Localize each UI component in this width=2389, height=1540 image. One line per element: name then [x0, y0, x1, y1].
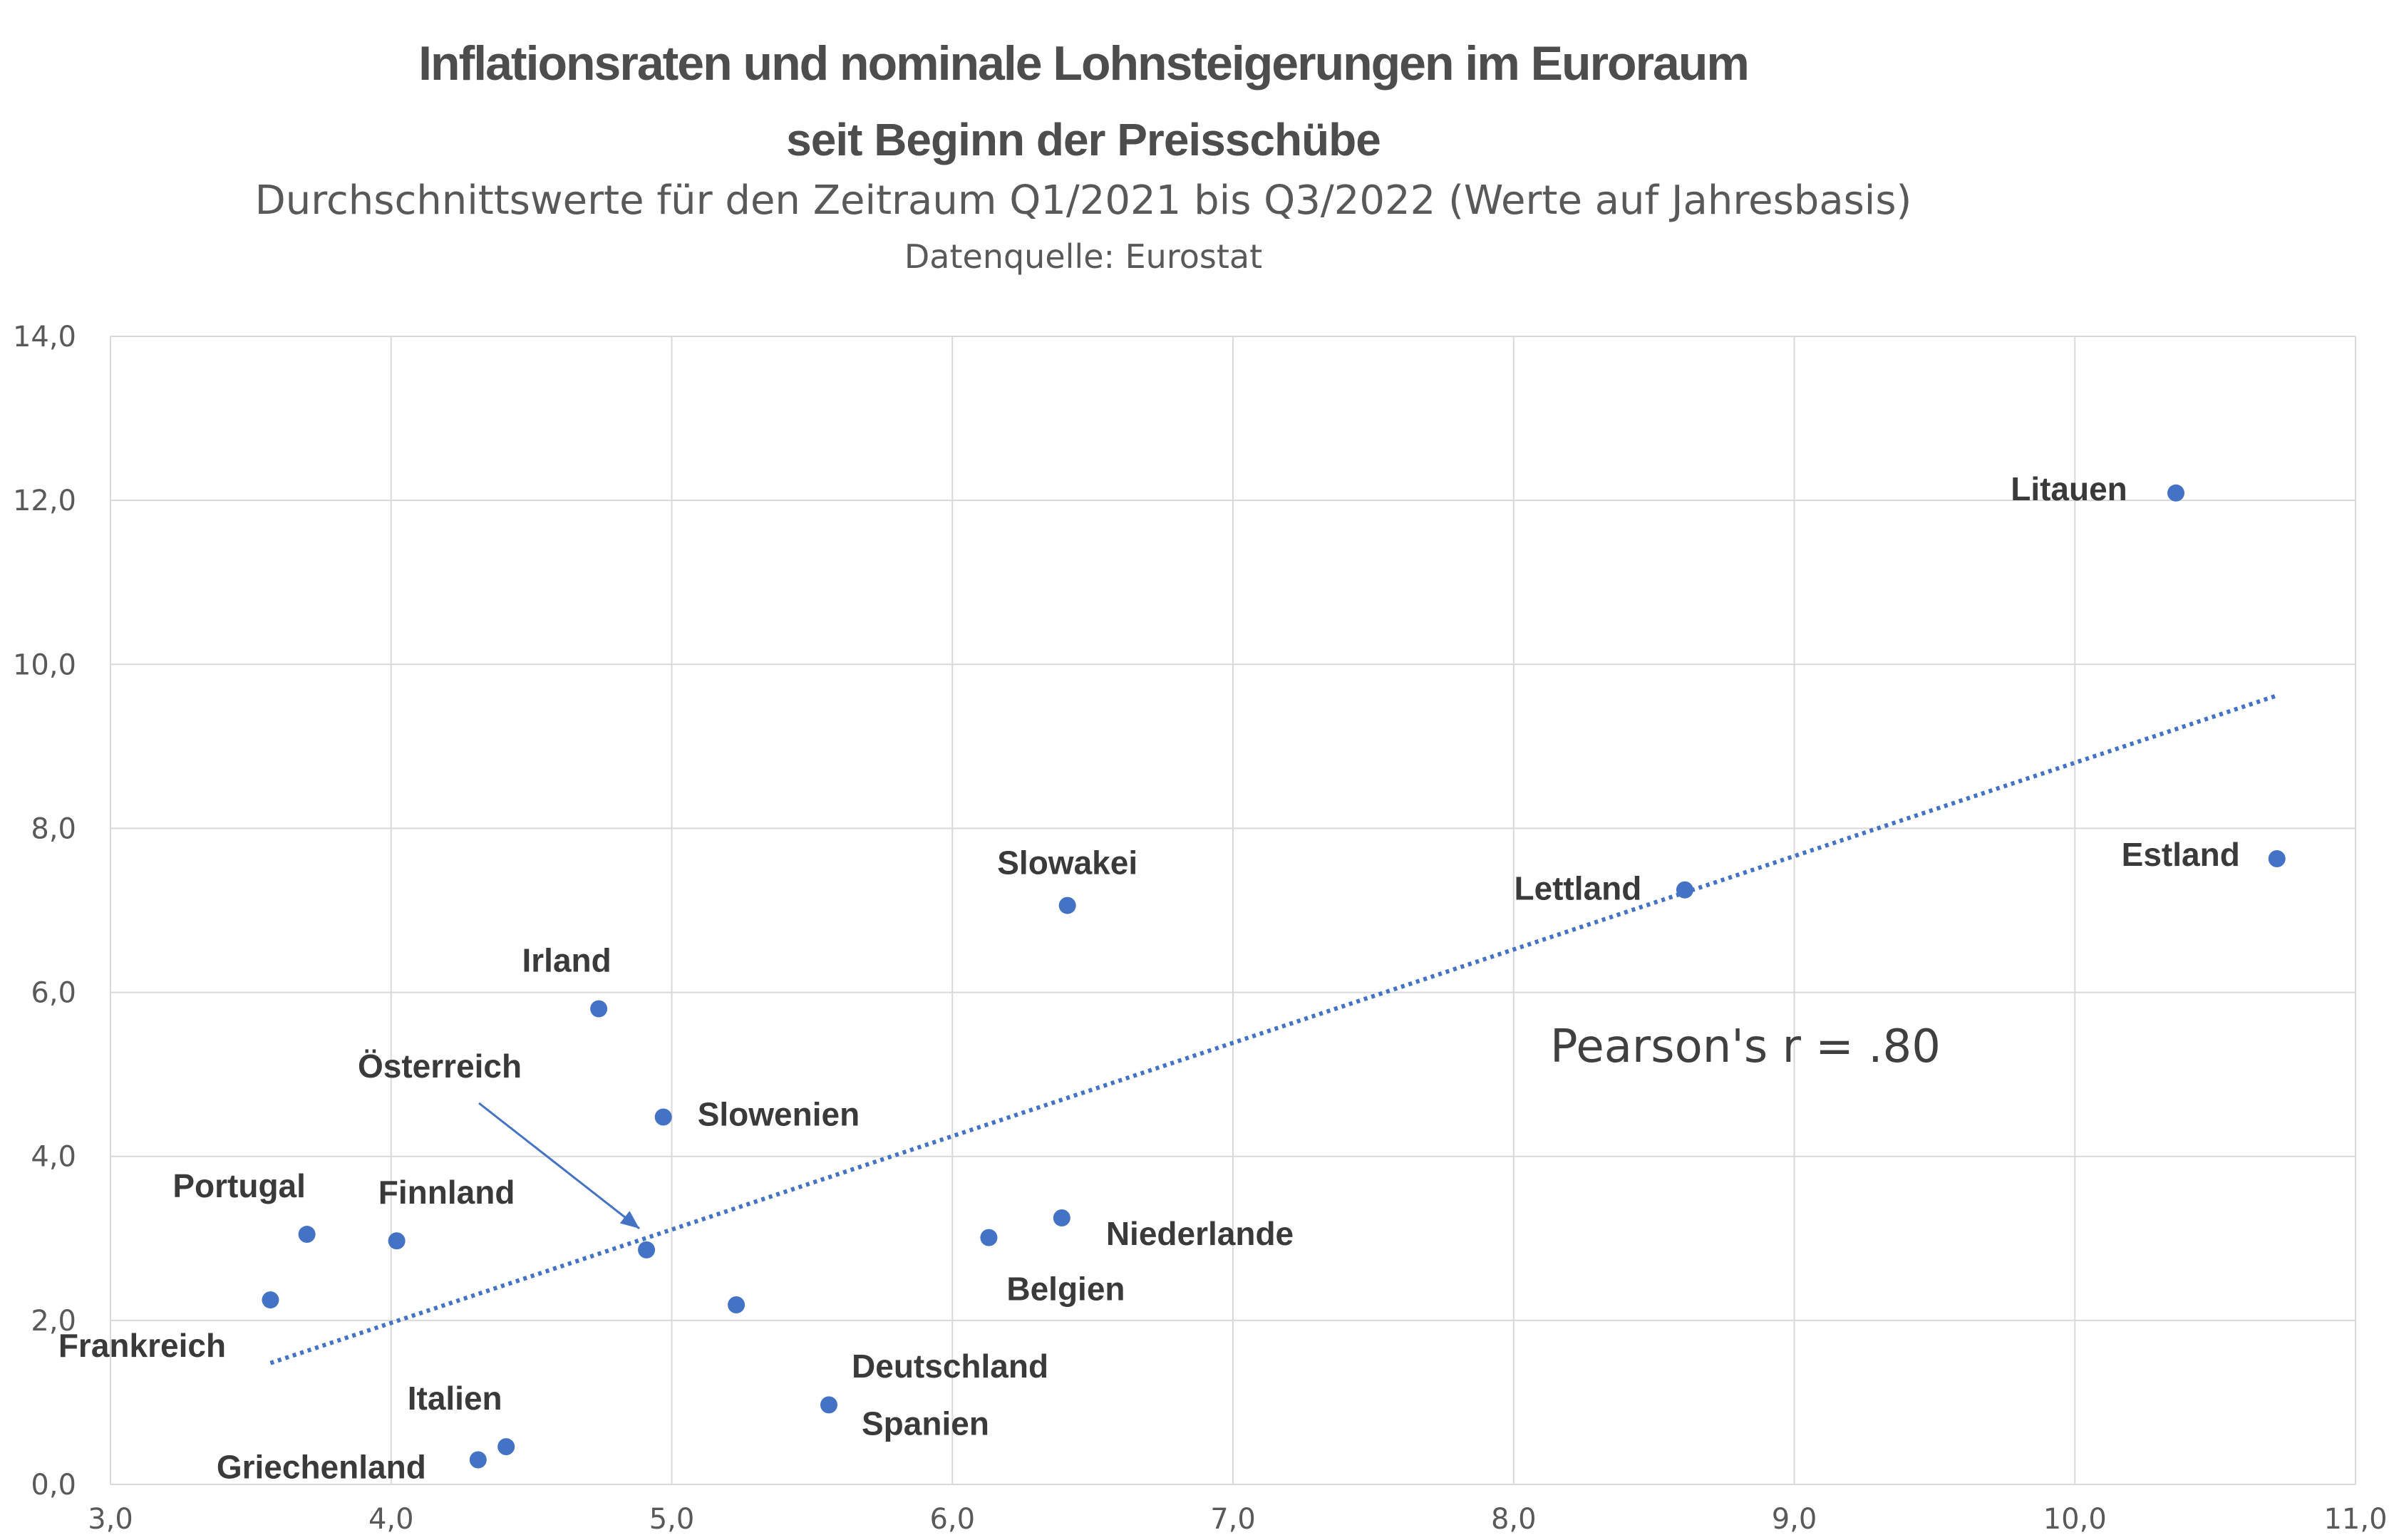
- point-label: Belgien: [1006, 1271, 1125, 1308]
- y-tick-label: 2,0: [31, 1305, 76, 1338]
- pearson-annotation: Pearson's r = .80: [1550, 1020, 1941, 1073]
- data-point: [728, 1296, 745, 1313]
- y-tick-label: 6,0: [31, 977, 76, 1010]
- chart-period-note: Durchschnittswerte für den Zeitraum Q1/2…: [255, 177, 1912, 224]
- data-points: [262, 484, 2286, 1469]
- point-label: Italien: [408, 1380, 502, 1417]
- point-label: Spanien: [862, 1405, 989, 1442]
- x-tick-label: 9,0: [1772, 1503, 1817, 1536]
- point-label: Slowenien: [698, 1095, 860, 1132]
- y-tick-label: 8,0: [31, 812, 76, 845]
- data-point: [638, 1241, 656, 1259]
- data-point: [298, 1226, 316, 1244]
- chart-title: Inflationsraten und nominale Lohnsteiger…: [418, 36, 1748, 91]
- oesterreich-pointer-arrowhead: [619, 1211, 640, 1229]
- x-axis-ticks: 3,0 4,0 5,0 6,0 7,0 8,0 9,0 10,0 11,0: [88, 1503, 2387, 1536]
- gridlines: [110, 336, 2356, 1485]
- trendline: [269, 693, 2278, 1365]
- x-tick-label: 7,0: [1210, 1503, 1256, 1536]
- data-point: [1676, 881, 1693, 899]
- point-label: Estland: [2122, 836, 2240, 873]
- point-label: Deutschland: [852, 1348, 1048, 1385]
- data-point: [388, 1232, 406, 1250]
- point-label: Slowakei: [997, 844, 1137, 882]
- point-label: Niederlande: [1106, 1215, 1294, 1252]
- x-tick-label: 5,0: [649, 1503, 695, 1536]
- data-point: [980, 1229, 998, 1246]
- point-label: Lettland: [1514, 870, 1641, 907]
- data-point: [2167, 484, 2184, 502]
- x-tick-label: 10,0: [2043, 1503, 2107, 1536]
- data-point: [497, 1438, 515, 1456]
- data-point: [820, 1396, 837, 1414]
- point-label: Litauen: [2011, 470, 2127, 507]
- data-point: [590, 1000, 608, 1018]
- y-tick-label: 0,0: [31, 1469, 76, 1502]
- y-tick-label: 14,0: [13, 321, 76, 353]
- data-point: [1053, 1209, 1070, 1227]
- y-tick-label: 10,0: [13, 648, 76, 681]
- data-point: [262, 1291, 279, 1309]
- chart-source: Datenquelle: Eurostat: [904, 237, 1262, 276]
- point-label: Frankreich: [58, 1327, 226, 1364]
- point-label: Finnland: [378, 1174, 515, 1211]
- data-point: [654, 1108, 672, 1126]
- data-point: [2268, 850, 2286, 868]
- point-label: Griechenland: [217, 1448, 426, 1485]
- point-label: Irland: [522, 942, 612, 979]
- x-tick-label: 8,0: [1491, 1503, 1537, 1536]
- data-point: [469, 1451, 487, 1469]
- x-tick-label: 11,0: [2323, 1503, 2387, 1536]
- oesterreich-pointer-arrow: [478, 1102, 640, 1230]
- chart-subtitle: seit Beginn der Preisschübe: [786, 114, 1381, 165]
- x-tick-label: 3,0: [88, 1503, 133, 1536]
- point-label: Portugal: [172, 1167, 306, 1204]
- y-tick-label: 4,0: [31, 1141, 76, 1174]
- y-axis-ticks: 0,0 2,0 4,0 6,0 8,0 10,0 12,0 14,0: [13, 321, 76, 1502]
- point-labels: Frankreich Portugal Finnland Griechenland It…: [58, 470, 2240, 1486]
- x-tick-label: 4,0: [368, 1503, 414, 1536]
- data-point: [1058, 896, 1076, 914]
- x-tick-label: 6,0: [929, 1503, 975, 1536]
- y-tick-label: 12,0: [13, 485, 76, 517]
- point-label: Österreich: [358, 1048, 522, 1085]
